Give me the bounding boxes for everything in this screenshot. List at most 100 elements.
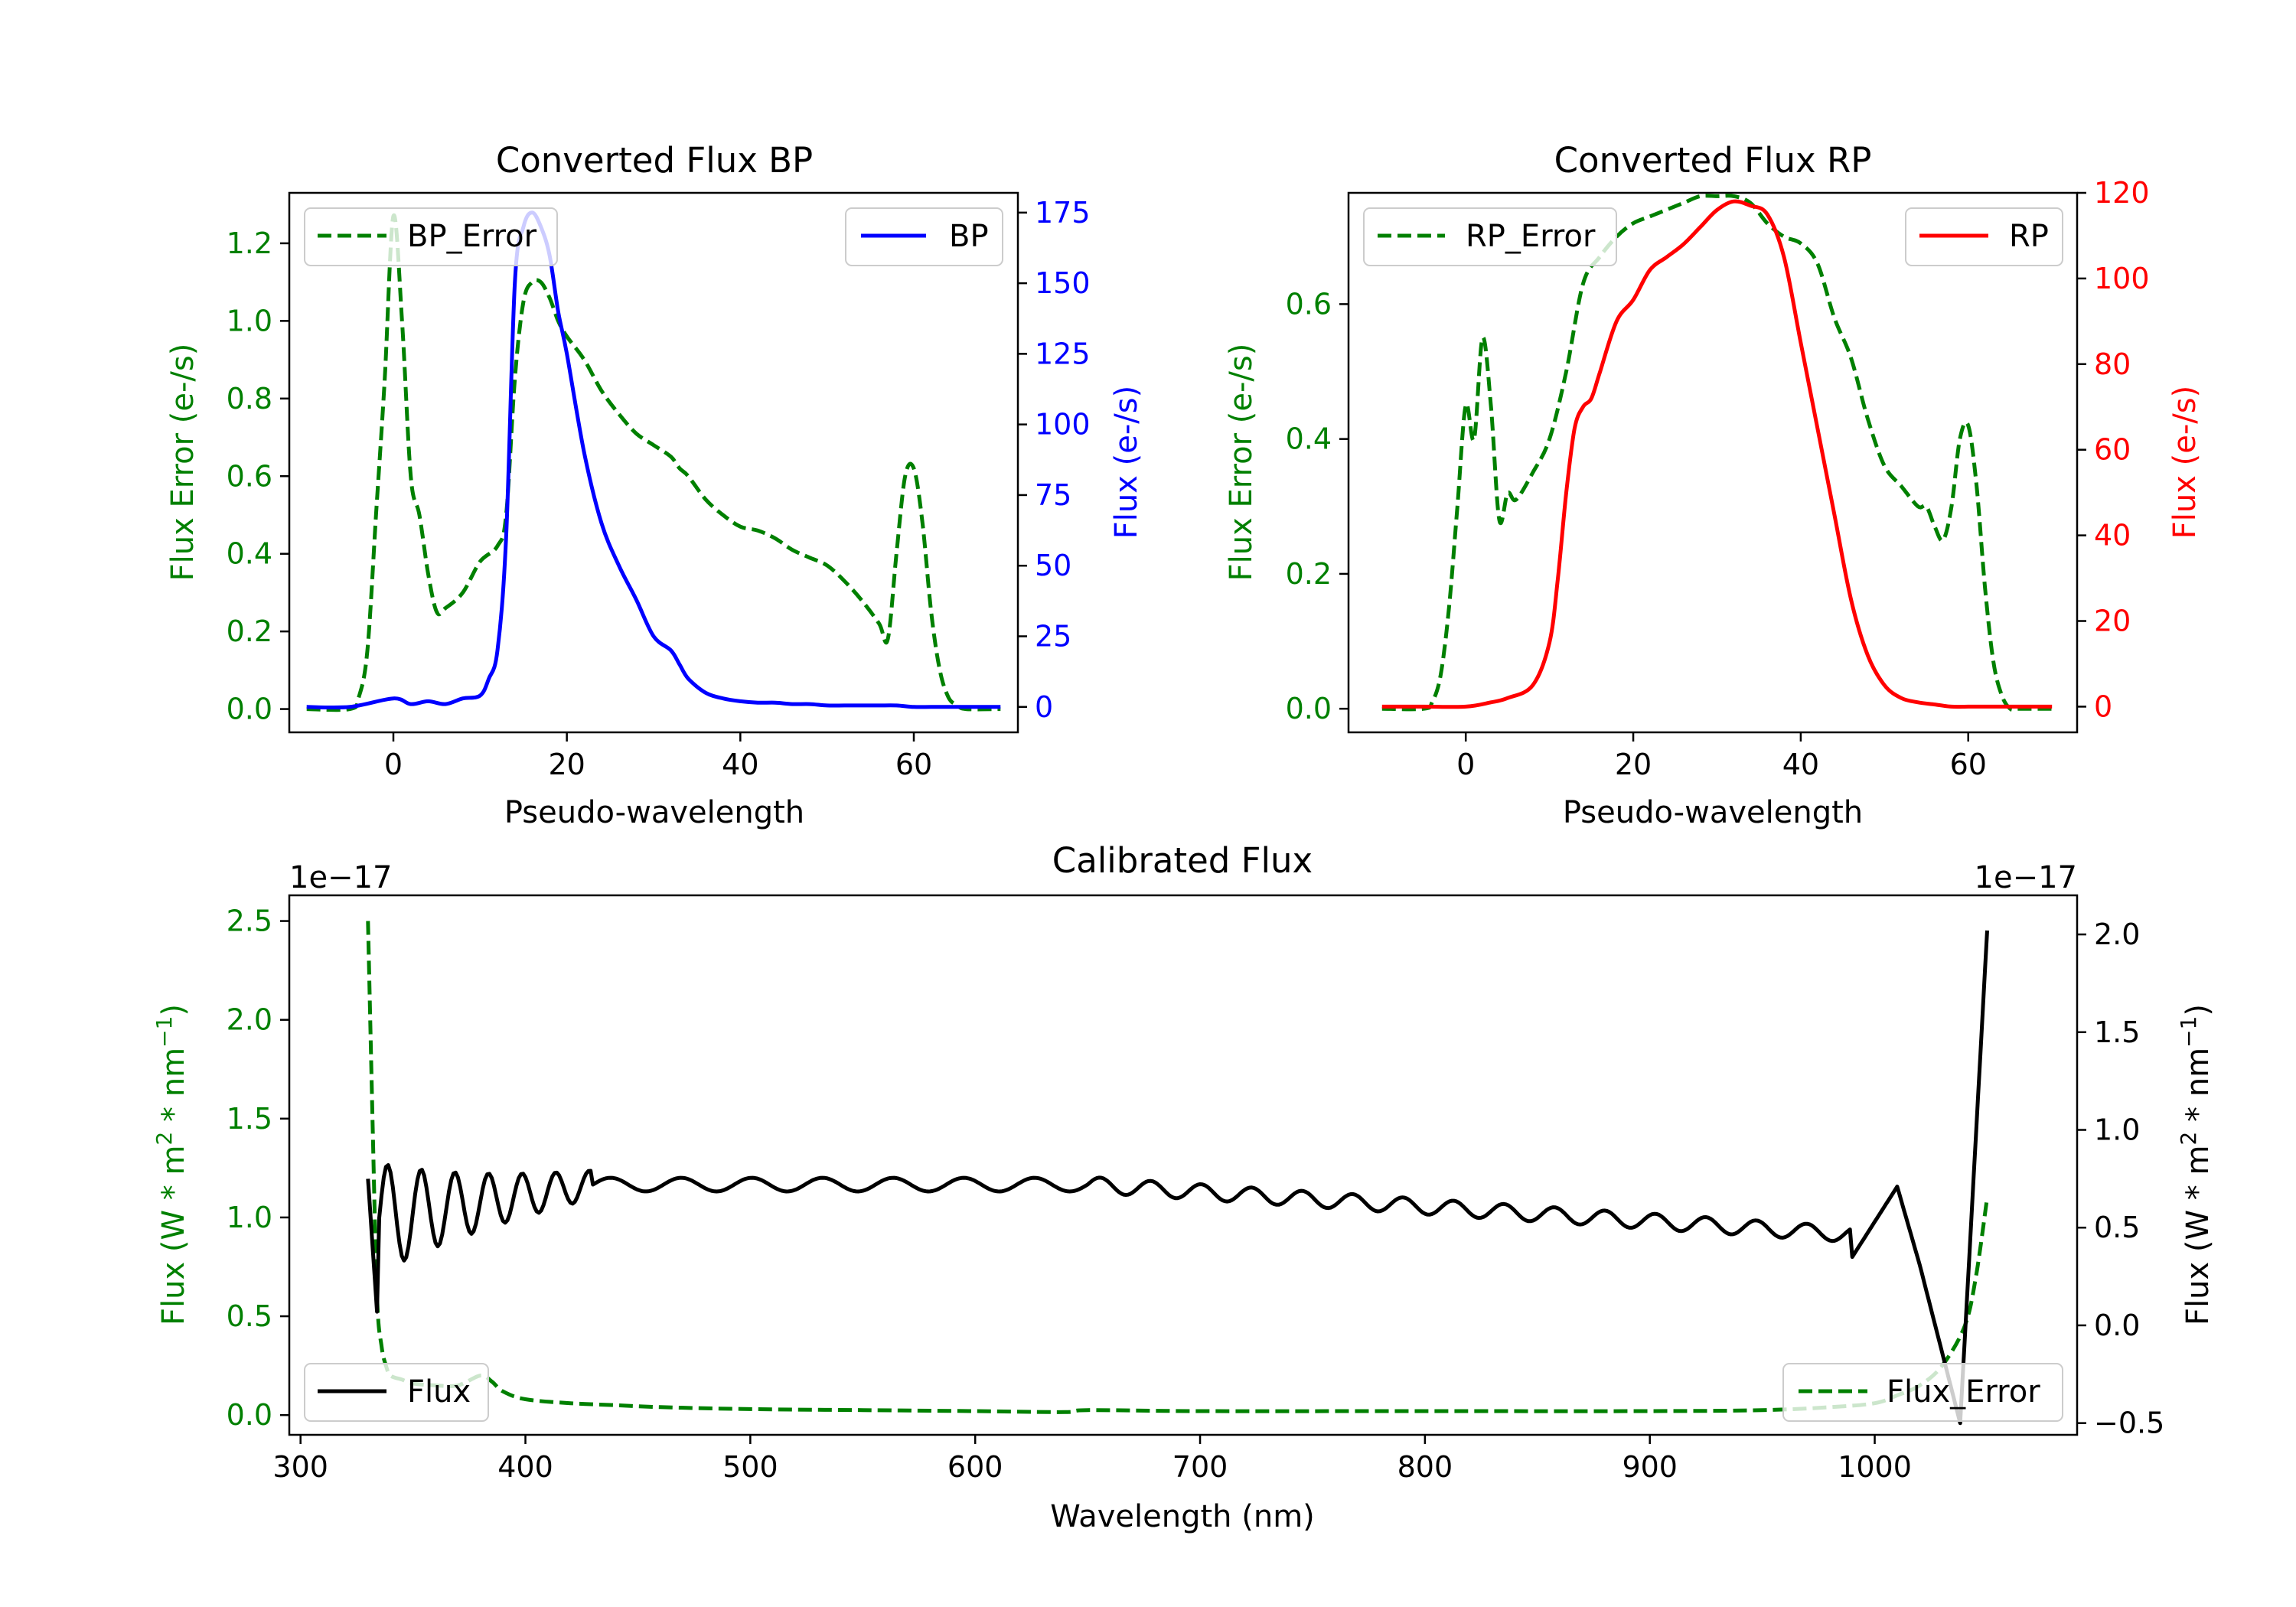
bp-right-y-label: Flux (e-/s) <box>1109 386 1144 539</box>
right-tick-label: 150 <box>1035 266 1091 300</box>
right-tick-label: 0.0 <box>2094 1309 2140 1342</box>
rp-title: Converted Flux RP <box>1554 140 1872 181</box>
left-tick-label: 2.5 <box>227 905 272 938</box>
series-line-bp-error <box>306 213 1001 712</box>
right-tick-label: 20 <box>2094 605 2131 638</box>
right-tick-label: 0 <box>2094 689 2112 723</box>
rp-left-y-label: Flux Error (e-/s) <box>1224 344 1259 582</box>
calibrated-flux-series <box>366 930 1989 1426</box>
rp-flux-legend-label: RP <box>2009 219 2049 254</box>
x-tick-label: 300 <box>272 1450 328 1484</box>
bp-right-axis-ticks: 0 25 50 75 100 125 150 175 <box>1018 196 1091 724</box>
bp-error-series <box>306 213 1001 712</box>
left-tick-label: 1.0 <box>227 304 272 337</box>
bp-x-label: Pseudo-wavelength <box>504 795 804 830</box>
x-tick-label: 40 <box>1782 748 1819 781</box>
right-tick-label: 100 <box>2094 262 2150 295</box>
x-tick-label: 600 <box>947 1450 1003 1484</box>
calibrated-flux-legend-box <box>304 1363 489 1422</box>
rp-error-legend-label: RP_Error <box>1466 219 1596 254</box>
right-tick-label: 25 <box>1035 620 1071 654</box>
bp-flux-series <box>306 210 1001 710</box>
right-tick-label: 75 <box>1035 478 1071 512</box>
x-tick-label: 400 <box>497 1450 553 1484</box>
rp-left-axis-ticks: 0.0 0.2 0.4 0.6 <box>1286 287 1349 725</box>
calibrated-left-y-label-text: Flux (W * m2 * nm−1) <box>152 1004 191 1325</box>
calibrated-panel: Calibrated Flux 1e−17 1e−17 300 400 500 600… <box>152 840 2216 1534</box>
x-tick-label: 20 <box>548 748 585 781</box>
calibrated-right-y-label: Flux (W * m2 * nm−1) <box>2176 1004 2216 1325</box>
rp-flux-legend: RP <box>1905 207 2063 266</box>
right-tick-label: 125 <box>1035 337 1091 370</box>
left-tick-label: 2.0 <box>227 1003 272 1037</box>
right-tick-label: 1.5 <box>2094 1015 2140 1049</box>
left-tick-label: 0.0 <box>227 1398 272 1432</box>
left-tick-label: 0.0 <box>227 693 272 726</box>
left-tick-label: 0.6 <box>227 459 272 493</box>
calibrated-x-axis-ticks: 300 400 500 600 700 800 900 1000 <box>272 1435 1912 1484</box>
series-line-flux-error <box>366 921 1989 1414</box>
right-tick-label: 50 <box>1035 549 1071 582</box>
rp-x-axis-ticks: 0 20 40 60 <box>1456 732 1987 781</box>
x-tick-label: 20 <box>1615 748 1652 781</box>
calibrated-error-legend-label: Flux_Error <box>1887 1374 2040 1410</box>
bp-flux-legend: BP <box>845 207 1003 266</box>
x-tick-label: 800 <box>1397 1450 1453 1484</box>
calibrated-left-offset: 1e−17 <box>289 860 392 895</box>
x-tick-label: 0 <box>1456 748 1475 781</box>
calibrated-right-y-label-text: Flux (W * m2 * nm−1) <box>2176 1004 2216 1325</box>
bp-panel: Converted Flux BP 0 20 40 60 0.00.20.40.60.… <box>165 140 1144 830</box>
left-tick-label: 0.5 <box>227 1299 272 1333</box>
calibrated-x-label: Wavelength (nm) <box>1050 1499 1315 1534</box>
calibrated-flux-legend: Flux <box>304 1363 489 1422</box>
rp-x-label: Pseudo-wavelength <box>1563 795 1863 830</box>
series-line-bp <box>306 210 1001 710</box>
calibrated-plot-frame <box>288 894 2079 1436</box>
calibrated-title: Calibrated Flux <box>1052 840 1313 881</box>
left-tick-label: 0.8 <box>227 382 272 416</box>
rp-error-series <box>1381 194 2053 712</box>
left-tick-label: 0.4 <box>1286 422 1332 456</box>
x-tick-label: 0 <box>384 748 403 781</box>
rp-right-axis-ticks: 0 20 40 60 80 100 120 <box>2077 176 2150 723</box>
x-tick-label: 900 <box>1622 1450 1678 1484</box>
calibrated-right-offset: 1e−17 <box>1975 860 2077 895</box>
left-tick-label: 0.0 <box>1286 692 1332 725</box>
bp-x-axis-ticks: 0 20 40 60 <box>384 732 932 781</box>
right-tick-label: 40 <box>2094 519 2131 553</box>
x-tick-label: 500 <box>722 1450 778 1484</box>
right-tick-label: 0.5 <box>2094 1211 2140 1244</box>
bp-error-legend-box <box>304 207 558 266</box>
bp-title: Converted Flux BP <box>496 140 813 181</box>
bp-left-axis-ticks: 0.0 0.2 0.4 0.6 0.8 1.0 1.2 <box>227 227 289 726</box>
left-tick-label: 0.4 <box>227 537 272 571</box>
rp-plot-frame <box>1347 191 2079 734</box>
right-tick-label: −0.5 <box>2094 1407 2164 1440</box>
x-tick-label: 60 <box>895 748 932 781</box>
right-tick-label: 80 <box>2094 347 2131 381</box>
left-tick-label: 0.6 <box>1286 287 1332 321</box>
x-tick-label: 1000 <box>1838 1450 1912 1484</box>
right-tick-label: 1.0 <box>2094 1113 2140 1147</box>
left-tick-label: 1.2 <box>227 227 272 260</box>
right-tick-label: 120 <box>2094 176 2150 210</box>
rp-panel: Converted Flux RP 0 20 40 60 0.0 0.2 0.4 0.6 0… <box>1224 140 2203 830</box>
calibrated-error-legend: Flux_Error <box>1782 1363 2063 1422</box>
right-tick-label: 2.0 <box>2094 918 2140 951</box>
series-line-rp-error <box>1381 194 2053 712</box>
rp-right-y-label: Flux (e-/s) <box>2167 386 2203 539</box>
rp-flux-series <box>1381 199 2053 709</box>
bp-plot-frame <box>288 191 1019 734</box>
bp-error-legend-label: BP_Error <box>407 219 537 254</box>
calibrated-error-series <box>366 921 1989 1414</box>
left-tick-label: 1.5 <box>227 1102 272 1136</box>
right-tick-label: 60 <box>2094 433 2131 467</box>
bp-flux-legend-label: BP <box>949 219 989 254</box>
x-tick-label: 700 <box>1172 1450 1228 1484</box>
bp-left-y-label: Flux Error (e-/s) <box>165 344 201 582</box>
calibrated-left-axis-ticks: 0.0 0.5 1.0 1.5 2.0 2.5 <box>227 905 289 1432</box>
left-tick-label: 0.2 <box>1286 557 1332 591</box>
right-tick-label: 100 <box>1035 408 1091 442</box>
calibrated-left-y-label: Flux (W * m2 * nm−1) <box>152 1004 191 1325</box>
